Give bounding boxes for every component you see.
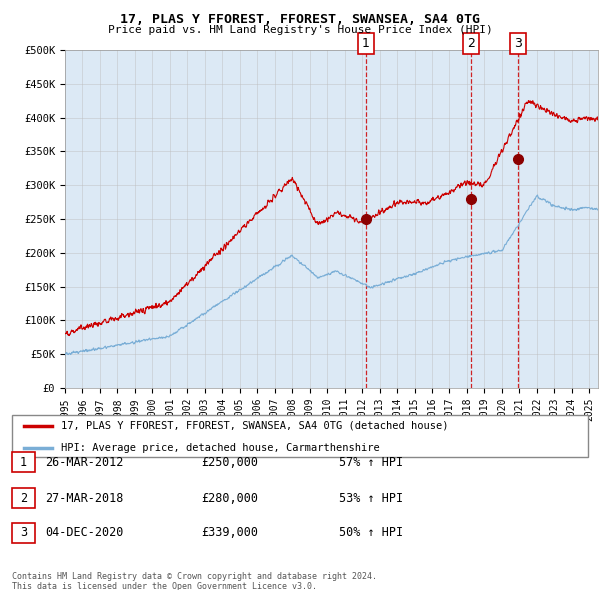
FancyBboxPatch shape — [12, 415, 588, 457]
Text: £280,000: £280,000 — [201, 491, 258, 504]
Text: 2: 2 — [20, 491, 27, 504]
Text: 26-MAR-2012: 26-MAR-2012 — [45, 455, 124, 468]
Text: 17, PLAS Y FFOREST, FFOREST, SWANSEA, SA4 0TG: 17, PLAS Y FFOREST, FFOREST, SWANSEA, SA… — [120, 13, 480, 26]
Text: 3: 3 — [514, 37, 522, 50]
Text: 04-DEC-2020: 04-DEC-2020 — [45, 526, 124, 539]
Text: 2: 2 — [467, 37, 475, 50]
Text: 3: 3 — [20, 526, 27, 539]
Text: 1: 1 — [20, 455, 27, 468]
Text: 17, PLAS Y FFOREST, FFOREST, SWANSEA, SA4 0TG (detached house): 17, PLAS Y FFOREST, FFOREST, SWANSEA, SA… — [61, 421, 448, 431]
Text: Price paid vs. HM Land Registry's House Price Index (HPI): Price paid vs. HM Land Registry's House … — [107, 25, 493, 35]
Text: 1: 1 — [362, 37, 370, 50]
Text: 50% ↑ HPI: 50% ↑ HPI — [339, 526, 403, 539]
Text: 27-MAR-2018: 27-MAR-2018 — [45, 491, 124, 504]
Text: £250,000: £250,000 — [201, 455, 258, 468]
Text: 53% ↑ HPI: 53% ↑ HPI — [339, 491, 403, 504]
Text: 57% ↑ HPI: 57% ↑ HPI — [339, 455, 403, 468]
Text: £339,000: £339,000 — [201, 526, 258, 539]
Text: HPI: Average price, detached house, Carmarthenshire: HPI: Average price, detached house, Carm… — [61, 442, 380, 453]
Text: Contains HM Land Registry data © Crown copyright and database right 2024.
This d: Contains HM Land Registry data © Crown c… — [12, 572, 377, 590]
